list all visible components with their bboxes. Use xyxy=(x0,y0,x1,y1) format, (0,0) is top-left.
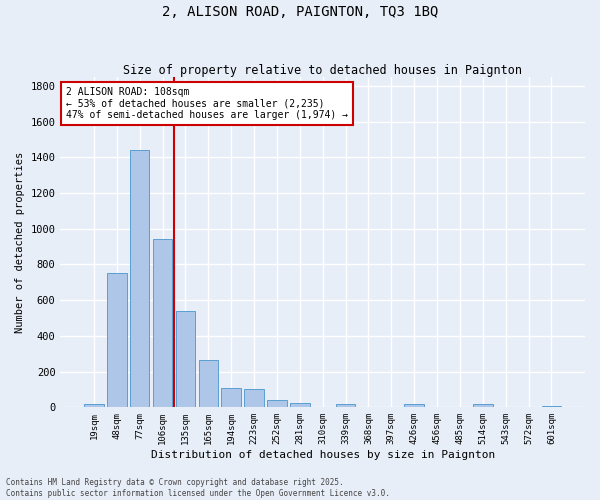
Bar xyxy=(130,150,149,407)
Title: Size of property relative to detached houses in Paignton: Size of property relative to detached ho… xyxy=(123,64,522,77)
Bar xyxy=(542,406,561,407)
Bar xyxy=(199,360,218,408)
Text: 2, ALISON ROAD, PAIGNTON, TQ3 1BQ: 2, ALISON ROAD, PAIGNTON, TQ3 1BQ xyxy=(162,5,438,19)
Y-axis label: Number of detached properties: Number of detached properties xyxy=(15,152,25,333)
Bar xyxy=(84,404,104,407)
Bar xyxy=(153,238,172,408)
Bar xyxy=(176,311,195,408)
Bar xyxy=(221,388,241,407)
Bar xyxy=(290,402,310,407)
Bar xyxy=(267,400,287,407)
Text: Contains HM Land Registry data © Crown copyright and database right 2025.
Contai: Contains HM Land Registry data © Crown c… xyxy=(6,478,390,498)
Bar xyxy=(244,390,264,407)
Bar xyxy=(336,404,355,407)
Text: 2 ALISON ROAD: 108sqm
← 53% of detached houses are smaller (2,235)
47% of semi-d: 2 ALISON ROAD: 108sqm ← 53% of detached … xyxy=(65,87,347,120)
Bar xyxy=(473,404,493,407)
Bar xyxy=(107,274,127,407)
X-axis label: Distribution of detached houses by size in Paignton: Distribution of detached houses by size … xyxy=(151,450,495,460)
Bar xyxy=(404,404,424,407)
